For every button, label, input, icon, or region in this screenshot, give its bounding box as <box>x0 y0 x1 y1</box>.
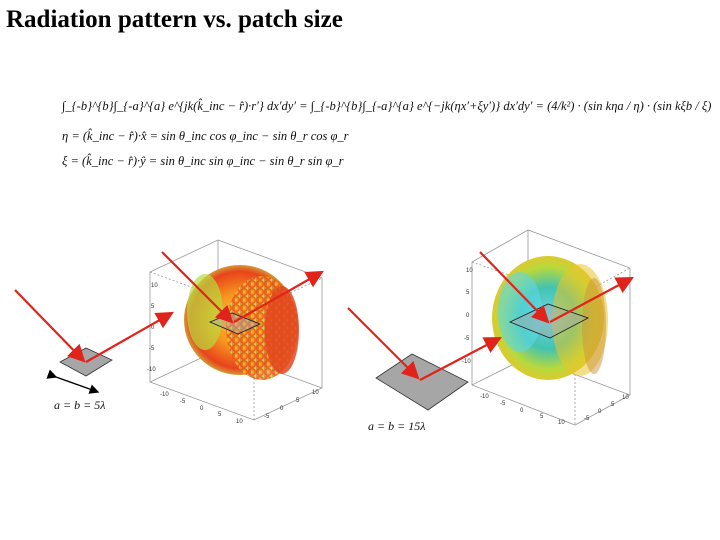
right-x-tick: -5 <box>500 401 506 407</box>
left-y-tick: 5 <box>296 398 300 404</box>
right-z-ticks: 10 5 0 -5 -10 <box>462 268 473 365</box>
left-y-tick: 0 <box>280 406 284 412</box>
right-x-tick: 0 <box>520 408 524 414</box>
left-incident-arrow <box>14 289 86 363</box>
slide-title: Radiation pattern vs. patch size <box>6 6 343 33</box>
left-size-indicator <box>46 369 100 394</box>
left-z-tick: 0 <box>151 325 155 331</box>
left-y-ticks: -5 0 5 10 <box>264 390 319 420</box>
left-z-tick: -10 <box>147 367 156 373</box>
right-z-tick: -10 <box>462 359 471 365</box>
left-radiation-pattern <box>184 265 299 380</box>
equation-1: ∫_{-b}^{b}∫_{-a}^{a} e^{jk(k̂_inc − r̂)·… <box>61 99 711 114</box>
right-y-ticks: -5 0 5 10 <box>584 395 629 422</box>
left-y-tick: -5 <box>264 414 270 420</box>
left-case: 10 5 0 -5 -10 -10 -5 0 5 10 -5 0 5 10 a … <box>14 239 324 425</box>
left-x-tick: -10 <box>160 392 169 398</box>
right-y-tick: -5 <box>584 416 590 422</box>
right-plot-reflected-arrow <box>549 276 634 323</box>
left-z-tick: -5 <box>149 346 155 352</box>
right-z-tick: -5 <box>464 336 470 342</box>
right-z-tick: 0 <box>466 313 470 319</box>
left-z-tick: 5 <box>151 304 155 310</box>
left-size-label: a = b = 5λ <box>54 398 105 412</box>
equation-3: ξ = (k̂_inc − r̂)·ŷ = sin θ_inc sin φ_in… <box>62 154 344 168</box>
left-z-ticks: 10 5 0 -5 -10 <box>147 283 158 373</box>
left-x-tick: 0 <box>200 406 204 412</box>
left-x-tick: 5 <box>218 412 222 418</box>
right-x-tick: 5 <box>540 414 544 420</box>
right-y-tick: 0 <box>598 409 602 415</box>
left-reflected-arrow <box>85 311 174 363</box>
right-y-tick: 5 <box>611 402 615 408</box>
left-y-tick: 10 <box>312 390 319 396</box>
right-x-tick: 10 <box>558 420 565 426</box>
right-x-ticks: -10 -5 0 5 10 <box>480 394 565 426</box>
left-x-tick: 10 <box>236 419 243 425</box>
right-z-tick: 5 <box>466 290 470 296</box>
right-size-label: a = b = 15λ <box>368 419 425 433</box>
right-z-tick: 10 <box>466 268 473 274</box>
right-plot-incident-arrow <box>479 251 550 324</box>
left-plot-incident-arrow <box>161 251 234 324</box>
left-x-ticks: -10 -5 0 5 10 <box>160 392 243 425</box>
equations: ∫_{-b}^{b}∫_{-a}^{a} e^{jk(k̂_inc − r̂)·… <box>61 99 711 168</box>
left-plot-reflected-arrow <box>233 270 324 323</box>
right-incident-arrow <box>347 307 420 380</box>
equation-2: η = (k̂_inc − r̂)·x̂ = sin θ_inc cos φ_i… <box>62 129 349 143</box>
right-x-tick: -10 <box>480 394 489 400</box>
right-reflected-arrow <box>419 336 502 381</box>
left-x-tick: -5 <box>180 399 186 405</box>
right-case: 10 5 0 -5 -10 -10 -5 0 5 10 -5 0 5 10 a … <box>347 229 634 433</box>
right-patch <box>375 353 469 411</box>
left-z-tick: 10 <box>151 283 158 289</box>
right-y-tick: 10 <box>622 395 629 401</box>
